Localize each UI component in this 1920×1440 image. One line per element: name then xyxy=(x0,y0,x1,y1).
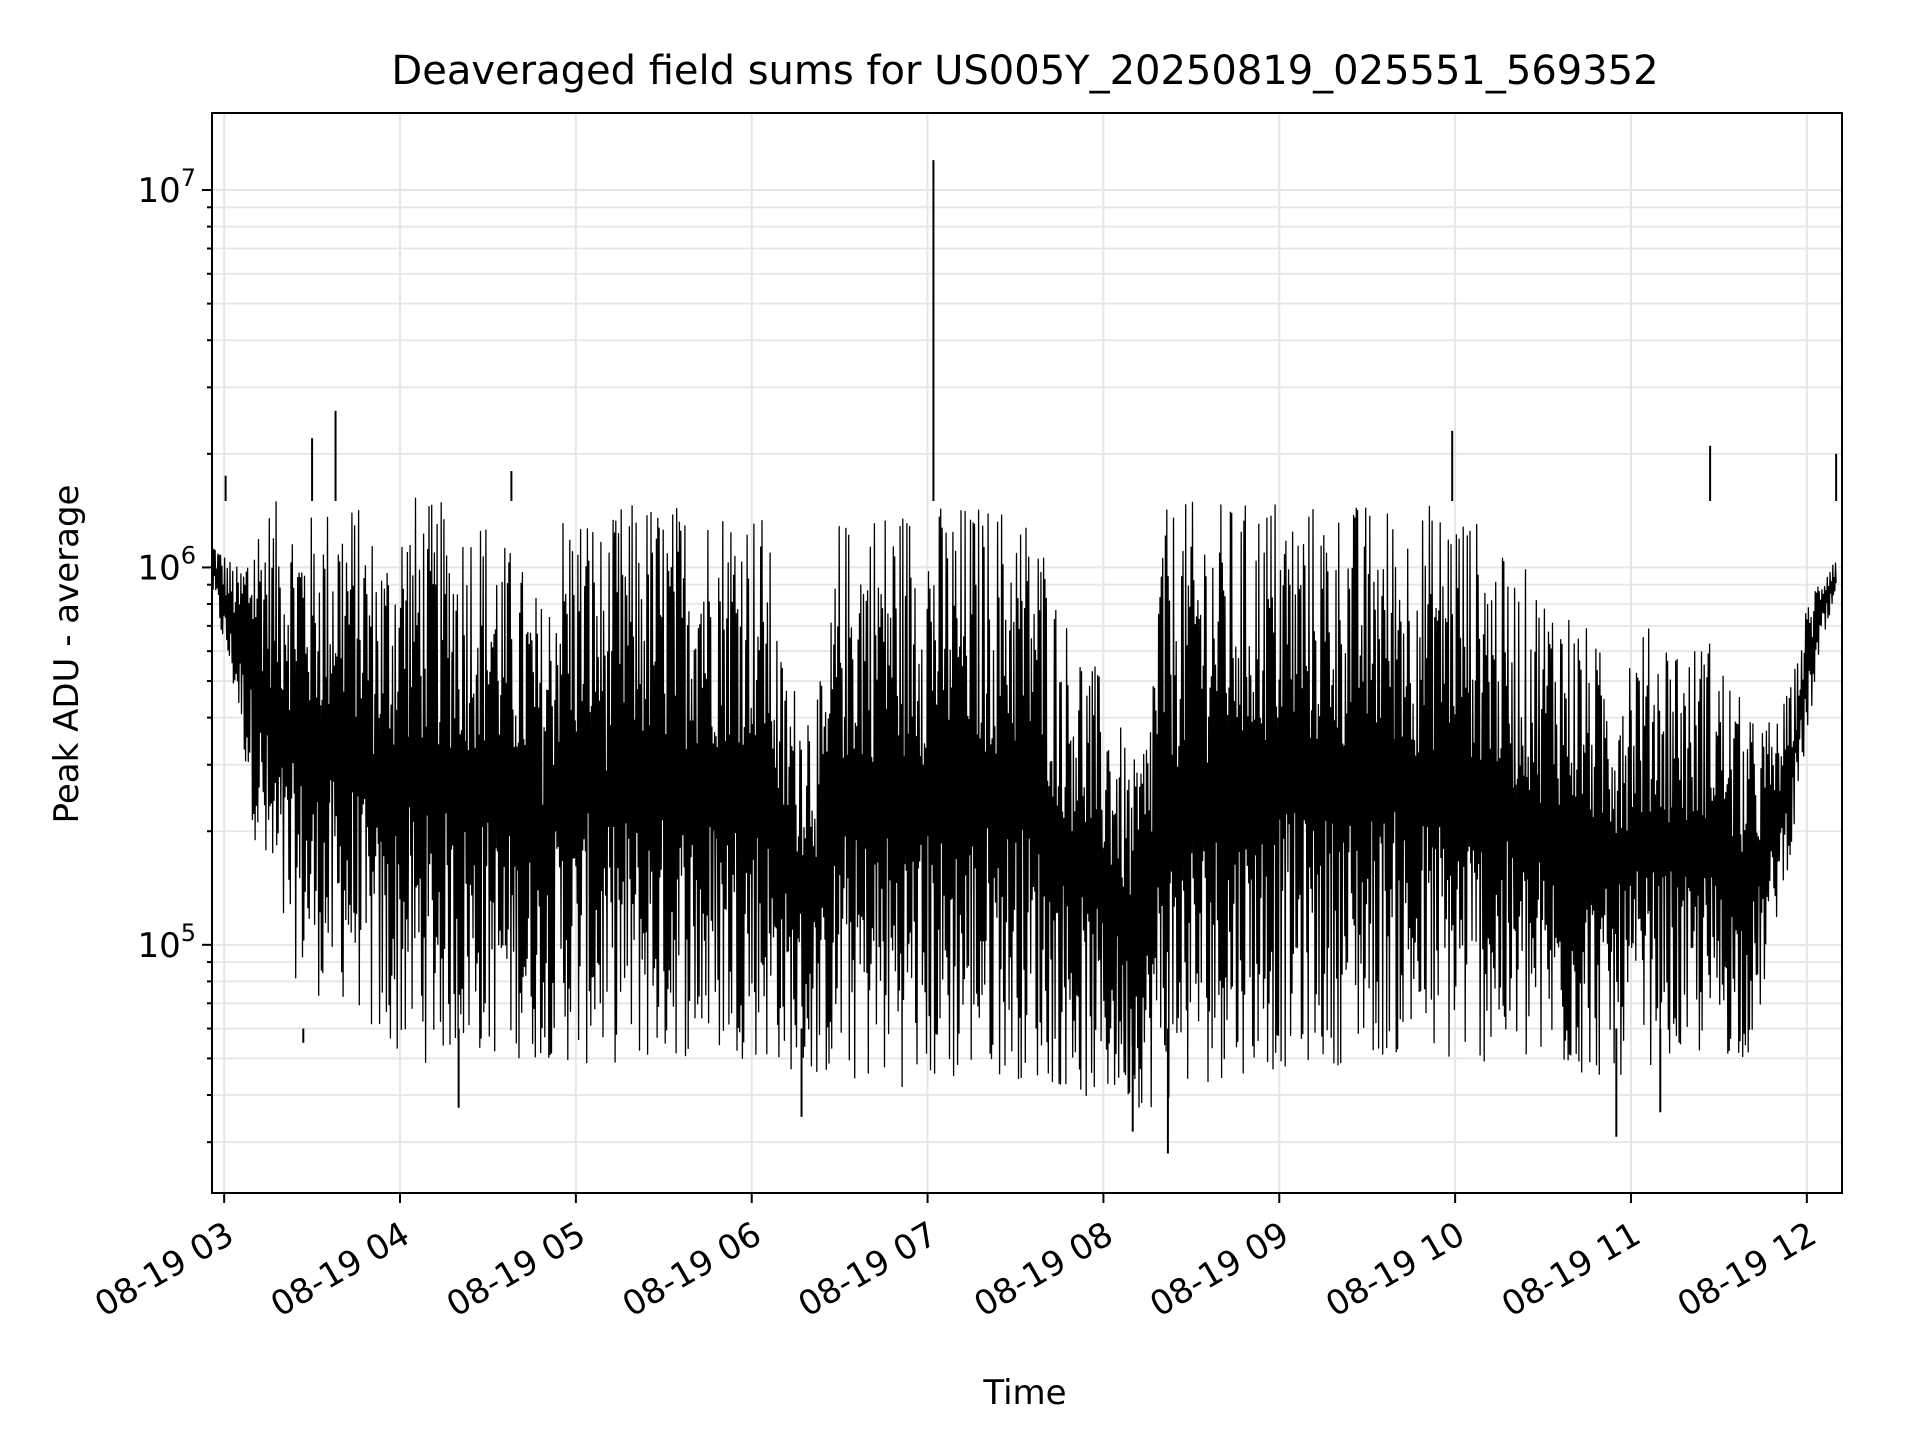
y-tick-label: 107 xyxy=(137,164,196,211)
x-axis-label: Time xyxy=(982,1373,1066,1413)
axes-frame xyxy=(211,112,1843,1194)
series xyxy=(211,160,1838,1154)
series-line xyxy=(211,497,1837,1108)
y-axis: 105 106 107 xyxy=(137,164,212,1144)
y-tick-label: 105 xyxy=(137,919,196,966)
y-axis-label: Peak ADU - average xyxy=(47,485,87,824)
chart-title: Deaveraged field sums for US005Y_2025081… xyxy=(391,48,1658,94)
y-tick-label: 106 xyxy=(137,541,196,588)
